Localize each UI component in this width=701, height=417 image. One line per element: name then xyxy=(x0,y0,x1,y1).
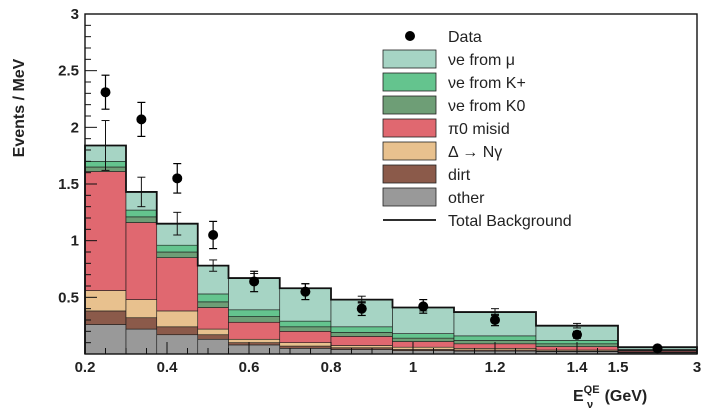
legend-label-1: νe from μ xyxy=(448,52,515,69)
x-tick-label-4: 1 xyxy=(409,359,417,376)
legend-swatch-1 xyxy=(382,49,437,69)
bar-k0-5 xyxy=(279,326,332,332)
x-axis-title-main: E xyxy=(573,388,584,405)
bar-delta-1 xyxy=(125,299,158,319)
bar-dirt-4 xyxy=(228,342,281,346)
bar-dirt-3 xyxy=(197,334,229,340)
legend-label-5: Δ → Nγ xyxy=(448,144,502,161)
bar-delta-6 xyxy=(330,345,393,349)
bar-dirt-0 xyxy=(84,310,127,325)
legend-label-4: π0 misid xyxy=(448,121,510,138)
bar-pi0-0 xyxy=(84,171,127,291)
bar-delta-7 xyxy=(392,346,455,350)
data-point-6 xyxy=(356,303,367,314)
bar-k0-4 xyxy=(228,316,281,323)
data-point-5 xyxy=(300,286,311,297)
x-axis-title-sup: QE xyxy=(584,384,600,396)
bar-k0-2 xyxy=(156,251,199,258)
y-tick-label-1: 1 xyxy=(71,233,79,250)
bar-dirt-5 xyxy=(279,345,332,349)
legend-swatch-5 xyxy=(382,141,437,161)
bar-kplus-5 xyxy=(279,320,332,328)
x-tick-label-1: 0.4 xyxy=(157,359,179,376)
legend: Data νe from μ νe from K+ νe from K0 π0 misi… xyxy=(382,29,572,230)
legend-swatch-4 xyxy=(382,118,437,138)
x-tick-label-6: 1.4 xyxy=(567,359,589,376)
bar-kplus-3 xyxy=(197,293,229,303)
data-point-1 xyxy=(136,114,147,125)
x-axis-title: EQE (GeV) xyxy=(573,384,647,405)
data-point-0 xyxy=(100,87,111,98)
bar-pi0-2 xyxy=(156,257,199,312)
x-tick-label-7: 1.5 xyxy=(608,359,629,376)
y-axis-title: Events / MeV xyxy=(11,58,28,157)
legend-marker-data xyxy=(405,31,415,41)
axis-ticks: 0.5 1 1.5 2 2.5 3 0.2 0.4 0.6 0.8 1 1.2 1.4 1.5 3 xyxy=(58,6,701,376)
legend-label-7: other xyxy=(448,190,485,207)
legend-label-0: Data xyxy=(448,29,482,46)
legend-swatch-2 xyxy=(382,72,437,92)
bar-other-3 xyxy=(197,338,229,355)
bar-k0-3 xyxy=(197,301,229,308)
legend-swatch-3 xyxy=(382,95,437,115)
bar-delta-3 xyxy=(197,328,229,336)
bar-delta-5 xyxy=(279,342,332,347)
bar-pi0-7 xyxy=(392,341,455,348)
legend-swatch-7 xyxy=(382,187,437,207)
bar-pi0-4 xyxy=(228,321,281,340)
bar-pi0-6 xyxy=(330,336,393,346)
bar-other-5 xyxy=(279,348,332,355)
x-tick-label-3: 0.8 xyxy=(321,359,342,376)
bar-pi0-5 xyxy=(279,331,332,343)
y-tick-label-2: 1.5 xyxy=(58,176,79,193)
bar-k0-1 xyxy=(125,216,158,223)
bar-other-2 xyxy=(156,334,199,355)
legend-label-8: Total Background xyxy=(448,213,572,230)
y-tick-label-3: 2 xyxy=(71,119,79,136)
x-tick-label-0: 0.2 xyxy=(75,359,96,376)
bar-dirt-2 xyxy=(156,326,199,336)
legend-label-3: νe from K0 xyxy=(448,98,525,115)
x-tick-label-5: 1.2 xyxy=(485,359,506,376)
bar-dirt-1 xyxy=(125,317,158,330)
bar-pi0-3 xyxy=(197,307,229,330)
data-point-10 xyxy=(652,343,663,354)
bar-kplus-7 xyxy=(392,333,455,339)
bar-delta-0 xyxy=(84,290,127,312)
x-axis-title-unit: (GeV) xyxy=(605,388,648,405)
y-tick-label-0: 0.5 xyxy=(58,289,79,306)
x-tick-label-2: 0.6 xyxy=(239,359,260,376)
data-point-7 xyxy=(418,301,429,312)
y-tick-label-4: 2.5 xyxy=(58,63,79,80)
legend-label-6: dirt xyxy=(448,167,471,184)
legend-label-2: νe from K+ xyxy=(448,75,526,92)
data-point-4 xyxy=(249,276,260,287)
x-tick-label-8: 3 xyxy=(693,359,701,376)
bar-kplus-2 xyxy=(156,244,199,253)
bar-k0-6 xyxy=(330,332,393,337)
data-points xyxy=(100,74,663,354)
bar-other-4 xyxy=(228,344,281,355)
data-point-8 xyxy=(490,315,500,325)
legend-swatch-6 xyxy=(382,164,437,184)
bar-k0-7 xyxy=(392,337,455,342)
bar-other-1 xyxy=(125,328,158,355)
data-point-3 xyxy=(208,230,219,240)
bar-kplus-4 xyxy=(228,309,281,317)
y-tick-label-5: 3 xyxy=(71,6,79,23)
bar-delta-2 xyxy=(156,310,199,328)
bar-kplus-6 xyxy=(330,326,393,333)
bar-kplus-1 xyxy=(125,209,158,218)
bar-kplus-8 xyxy=(453,335,537,341)
x-axis-title-sub: ν xyxy=(587,399,593,411)
bar-pi0-1 xyxy=(125,222,158,300)
data-point-9 xyxy=(572,329,582,340)
data-point-2 xyxy=(172,173,183,184)
bar-delta-4 xyxy=(228,338,281,343)
